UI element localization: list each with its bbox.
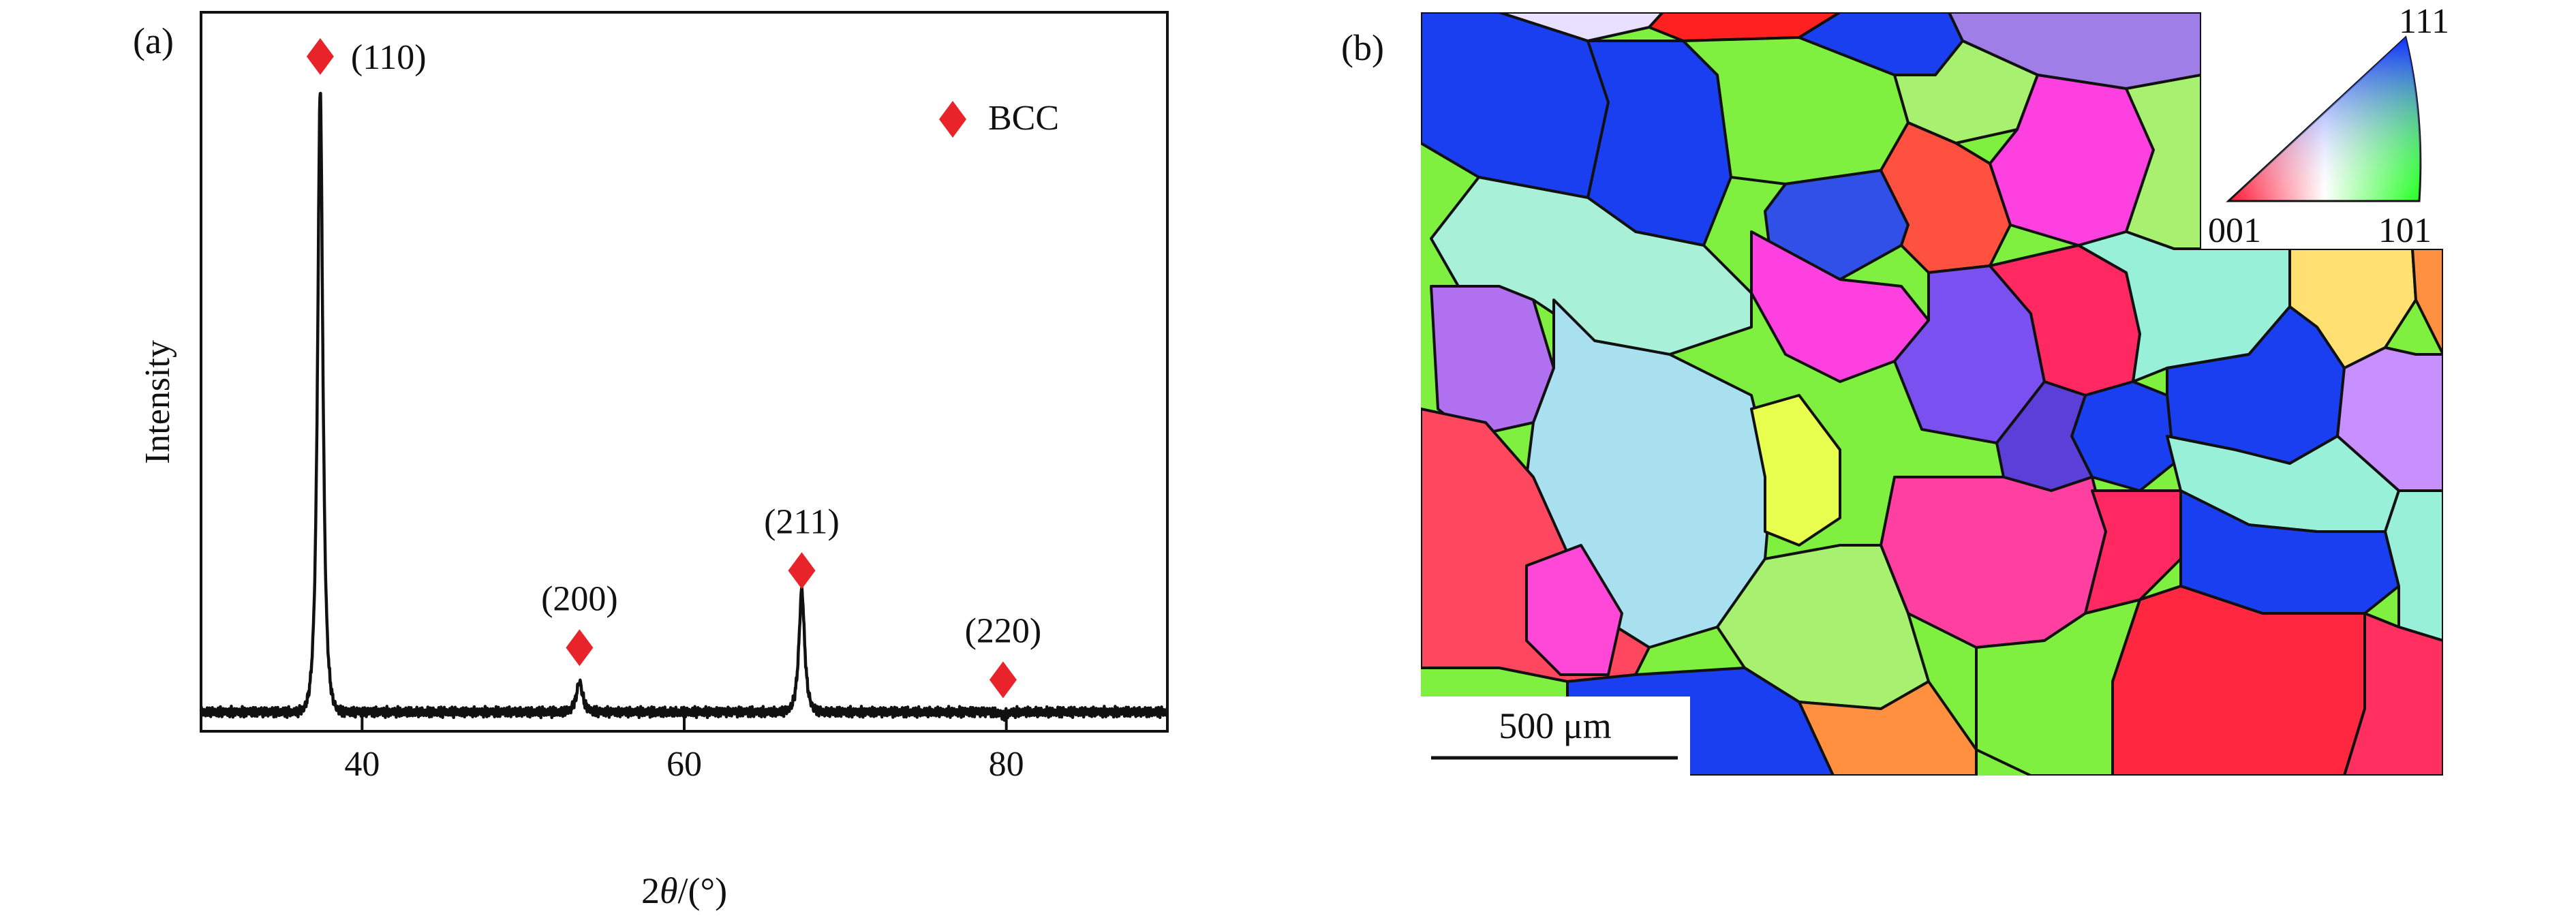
ipf-color-key: 111 001 101 bbox=[2208, 2, 2449, 250]
peak-label: (220) bbox=[965, 612, 1042, 651]
ipf-label-111: 111 bbox=[2399, 2, 2449, 41]
peak-label: (110) bbox=[351, 38, 427, 77]
legend-diamond-marker bbox=[939, 101, 966, 138]
peak-label: (211) bbox=[764, 502, 840, 541]
ebsd-orientation-map bbox=[1421, 12, 2443, 776]
scale-bar: 500 μm bbox=[1431, 705, 1678, 760]
panel-b-label: (b) bbox=[1341, 27, 1384, 68]
panel-a-label: (a) bbox=[133, 20, 174, 61]
peak-annotations: (110) (200) (211) (220) bbox=[306, 37, 1042, 699]
ipf-label-001: 001 bbox=[2208, 211, 2261, 250]
x-tick-label: 80 bbox=[989, 745, 1024, 784]
grain bbox=[1880, 121, 2012, 274]
peak-marker-diamond bbox=[306, 37, 334, 75]
peak-marker-diamond bbox=[989, 661, 1017, 699]
y-axis-label: Intensity bbox=[138, 340, 177, 464]
peak-marker-diamond bbox=[788, 552, 816, 590]
grain bbox=[2084, 489, 2182, 615]
grain bbox=[1798, 680, 1978, 776]
scale-bar-label: 500 μm bbox=[1499, 705, 1611, 746]
ipf-label-101: 101 bbox=[2378, 211, 2432, 250]
grain bbox=[2343, 612, 2443, 776]
ipf-triangle-blue-overlay bbox=[2228, 37, 2421, 201]
scale-bar-box bbox=[1421, 697, 1690, 782]
x-tick-label: 40 bbox=[344, 745, 380, 784]
ebsd-panel: (b) bbox=[1341, 2, 2449, 782]
xrd-pattern-line bbox=[199, 91, 1169, 722]
grain bbox=[1893, 40, 2039, 144]
x-axis-label-symbol: 2 bbox=[641, 870, 660, 911]
legend: BCC bbox=[939, 99, 1059, 138]
grain bbox=[1525, 544, 1623, 676]
grain bbox=[1750, 394, 1841, 547]
legend-label: BCC bbox=[988, 99, 1059, 138]
x-axis-label: 2θ/(°) bbox=[641, 870, 727, 911]
peak-marker-diamond bbox=[566, 629, 594, 667]
grain bbox=[2179, 489, 2400, 615]
grain bbox=[1430, 176, 1753, 356]
grain bbox=[2111, 585, 2366, 776]
x-tick-label: 60 bbox=[666, 745, 702, 784]
x-axis-ticks: 40 60 80 bbox=[344, 716, 1024, 784]
xrd-panel: (a) 40 60 80 (110) (200) (211) (220) BCC Inte… bbox=[133, 11, 1169, 911]
peak-label: (200) bbox=[541, 579, 618, 618]
grain bbox=[2384, 489, 2443, 642]
